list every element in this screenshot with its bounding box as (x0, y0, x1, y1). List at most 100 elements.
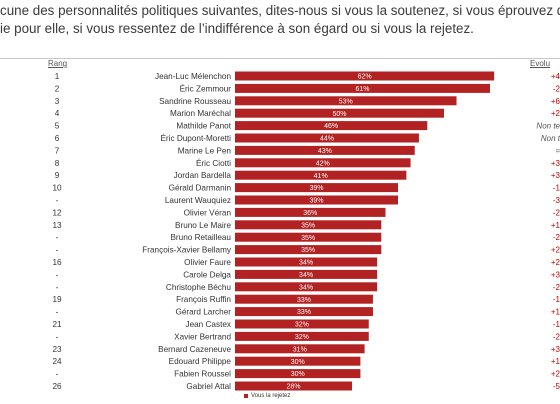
bar-value-label: 30% (291, 359, 305, 366)
person-name-label: Jordan Bardella (174, 171, 232, 180)
person-name-label: Éric Dupont-Moretti (160, 133, 231, 143)
rank-label: - (56, 233, 59, 242)
rank-label: 26 (52, 382, 62, 391)
rejection-bar (235, 232, 382, 242)
rank-label: - (56, 332, 59, 341)
evolution-value: Non te (536, 122, 560, 131)
rejection-bar (235, 344, 365, 354)
bar-value-label: 46% (324, 123, 338, 130)
rejection-bar (235, 183, 399, 193)
bar-value-label: 34% (299, 260, 313, 267)
bar-value-label: 33% (297, 297, 311, 304)
rank-label: 13 (52, 221, 62, 230)
rank-label: 9 (55, 171, 60, 180)
rejection-bar (235, 220, 382, 230)
rank-label: 23 (52, 345, 62, 354)
person-name-label: François-Xavier Bellamy (142, 246, 232, 255)
evolution-value: -1 (553, 295, 560, 304)
rank-label: 5 (55, 122, 60, 131)
bar-value-label: 41% (314, 173, 328, 180)
person-name-label: Éric Zemmour (180, 83, 232, 93)
person-name-label: Gérard Larcher (175, 308, 231, 317)
evolution-value: -2 (553, 84, 560, 93)
rejection-bar (235, 369, 361, 379)
rank-label: - (56, 283, 59, 292)
rejection-bar (235, 170, 407, 180)
person-name-label: Carole Delga (183, 270, 231, 279)
evolution-value: +3 (551, 345, 560, 354)
person-name-label: Sandrine Rousseau (159, 97, 231, 106)
evolution-value: -2 (553, 233, 560, 242)
rank-label: 10 (52, 184, 62, 193)
bar-value-label: 35% (301, 235, 315, 242)
chart-legend: Vous la rejetez (244, 393, 290, 399)
bar-value-label: 61% (355, 86, 369, 93)
person-name-label: Xavier Bertrand (174, 332, 231, 341)
rank-label: 6 (55, 134, 60, 143)
rejection-bar (235, 331, 369, 341)
rank-label: 2 (55, 84, 60, 93)
bar-value-label: 53% (339, 98, 353, 105)
evolution-value: +4 (551, 72, 560, 81)
evolution-value: Non t (541, 134, 560, 143)
bar-value-label: 32% (295, 322, 309, 329)
evolution-value: +3 (551, 159, 560, 168)
evolution-value: +6 (551, 97, 560, 106)
rejection-bar (235, 96, 457, 106)
bar-value-label: 28% (287, 384, 301, 391)
rejection-bar (235, 294, 373, 304)
bar-value-label: 34% (299, 272, 313, 279)
rejection-bar (235, 207, 386, 217)
evolution-value: = (555, 146, 560, 155)
survey-question-line-2: ie pour elle, si vous ressentez de l’ind… (0, 21, 474, 36)
evolution-value: +2 (551, 370, 560, 379)
rejection-bar (235, 381, 353, 391)
person-name-label: Marion Maréchal (170, 109, 231, 118)
legend-label: Vous la rejetez (251, 393, 291, 399)
rank-label: 7 (55, 146, 60, 155)
person-name-label: Jean Castex (185, 320, 231, 329)
person-name-label: Bernard Cazeneuve (158, 345, 231, 354)
bar-value-label: 50% (332, 111, 346, 118)
evolution-value: -3 (553, 196, 560, 205)
person-name-label: Bruno Le Maire (175, 221, 231, 230)
rejection-bar (235, 307, 373, 317)
rejection-bar (235, 121, 428, 131)
evolution-value: -5 (553, 382, 560, 391)
rank-label: - (56, 270, 59, 279)
bar-value-label: 33% (297, 309, 311, 316)
rejection-bar (235, 133, 419, 143)
rejection-bar (235, 158, 411, 168)
evolution-value: -2 (553, 208, 560, 217)
rejection-bar (235, 245, 382, 255)
rank-label: 4 (55, 109, 60, 118)
rejection-bar (235, 145, 415, 155)
evolution-value: +1 (551, 221, 560, 230)
evolution-column-header: Evolu (530, 59, 551, 68)
rank-label: 21 (52, 320, 62, 329)
rejection-bar (235, 356, 361, 366)
rank-label: 24 (52, 357, 62, 366)
person-name-label: Laurent Wauquiez (165, 196, 231, 205)
rejection-bar (235, 257, 378, 267)
evolution-value: -1 (553, 184, 560, 193)
evolution-value: -2 (553, 283, 560, 292)
evolution-value: +2 (551, 109, 560, 118)
bar-value-label: 34% (299, 284, 313, 291)
rank-label: 3 (55, 97, 60, 106)
bar-value-label: 39% (310, 185, 324, 192)
bar-value-label: 32% (295, 334, 309, 341)
person-name-label: Fabien Roussel (174, 370, 231, 379)
person-name-label: Olivier Faure (184, 258, 231, 267)
rank-label: 19 (52, 295, 62, 304)
rank-column-header: Rang (48, 59, 68, 68)
person-name-label: Marine Le Pen (178, 146, 232, 155)
rejection-bar (235, 83, 490, 93)
legend-swatch (244, 394, 248, 398)
evolution-value: +1 (551, 357, 560, 366)
person-name-label: Jean-Luc Mélenchon (155, 72, 231, 81)
survey-question: cune des personnalités politiques suivan… (0, 2, 560, 38)
rank-label: 8 (55, 159, 60, 168)
bar-value-label: 42% (316, 160, 330, 167)
